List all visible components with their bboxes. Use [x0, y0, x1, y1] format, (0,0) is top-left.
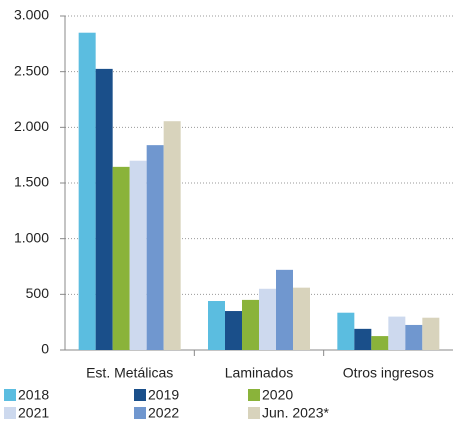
legend-label: 2020 — [262, 387, 293, 403]
legend-swatch — [134, 389, 146, 401]
x-tick-label: Otros ingresos — [343, 365, 434, 381]
legend-label: 2019 — [148, 387, 179, 403]
bar — [95, 68, 113, 350]
x-tick-label: Est. Metálicas — [86, 365, 173, 381]
y-tick-label: 2.500 — [14, 62, 49, 78]
legend-label: 2022 — [148, 405, 179, 421]
y-tick-label: 500 — [26, 285, 50, 301]
bar — [129, 160, 147, 350]
legend-swatch — [248, 389, 260, 401]
y-tick-label: 2.000 — [14, 118, 49, 134]
bar — [337, 312, 355, 350]
bar — [276, 269, 293, 350]
bar — [259, 288, 276, 350]
legend-label: 2018 — [18, 387, 49, 403]
bar — [388, 316, 406, 350]
y-tick-label: 1.500 — [14, 174, 49, 190]
bar — [146, 145, 164, 350]
bar — [163, 121, 181, 351]
bar — [112, 166, 130, 350]
y-tick-label: 1.000 — [14, 229, 49, 245]
y-tick-label: 0 — [41, 341, 49, 357]
bar — [208, 301, 225, 350]
legend-swatch — [4, 389, 16, 401]
x-tick-label: Laminados — [225, 365, 294, 381]
bar — [78, 32, 96, 350]
bar — [293, 287, 310, 350]
bar — [371, 336, 389, 350]
bar — [225, 311, 242, 350]
legend-swatch — [248, 407, 260, 419]
bar — [354, 328, 372, 350]
bar — [405, 324, 423, 350]
bar — [422, 317, 440, 350]
bar — [242, 299, 259, 350]
legend-swatch — [134, 407, 146, 419]
legend-label: 2021 — [18, 405, 49, 421]
y-tick-label: 3.000 — [14, 7, 49, 23]
legend-label: Jun. 2023* — [262, 405, 329, 421]
legend-swatch — [4, 407, 16, 419]
